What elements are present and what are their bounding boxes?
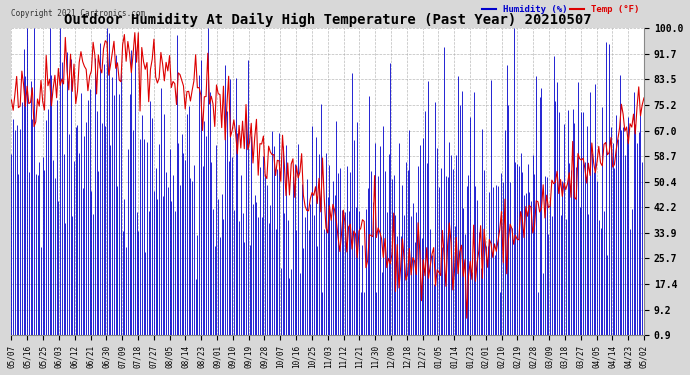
Text: Copyright 2021 Cartronics.com: Copyright 2021 Cartronics.com: [12, 9, 146, 18]
Title: Outdoor Humidity At Daily High Temperature (Past Year) 20210507: Outdoor Humidity At Daily High Temperatu…: [64, 13, 591, 27]
Legend: Humidity (%), Temp (°F): Humidity (%), Temp (°F): [482, 5, 640, 14]
